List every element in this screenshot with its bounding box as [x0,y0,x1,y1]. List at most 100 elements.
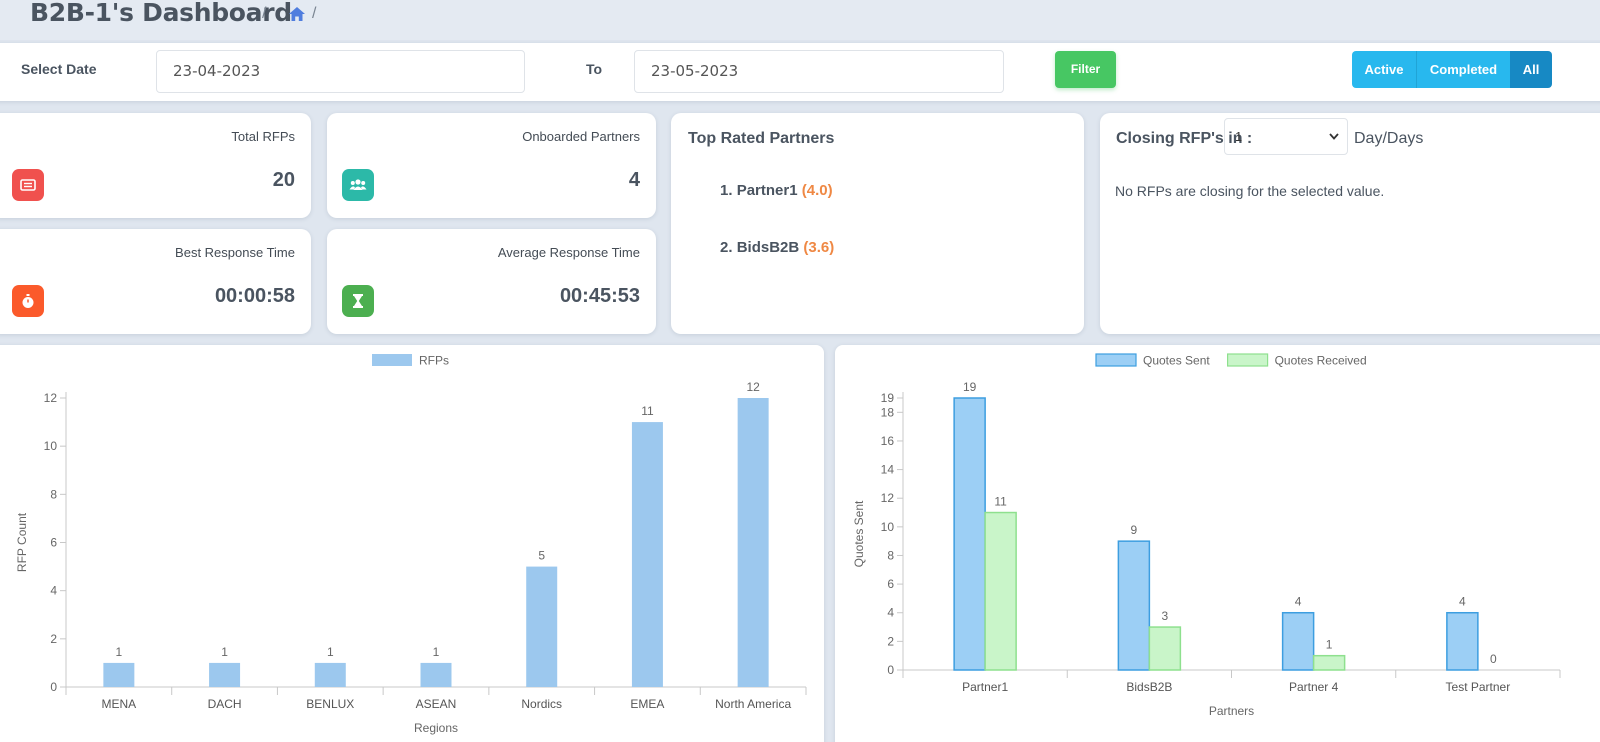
filter-button[interactable]: Filter [1055,51,1116,88]
data-label: 1 [116,645,123,659]
stat-title: Onboarded Partners [522,129,640,144]
y-tick-label: 2 [887,634,894,648]
page-title: B2B-1's Dashboard [30,0,292,27]
x-tick-label: Partner 4 [1289,680,1339,694]
onboarded-partners-card: Onboarded Partners 4 [327,113,656,218]
y-tick-label: 12 [881,491,895,505]
y-tick-label: 6 [887,577,894,591]
y-tick-label: 10 [44,439,58,453]
rfps-by-region-chart: 0 2 4 6 8 10 12 MENA DACH BENLUX ASEAN Nordics EMEA N… [15,354,807,735]
partner-row: 2. BidsB2B (3.6) [720,239,834,256]
rfps-by-region-card: 0 2 4 6 8 10 12 MENA DACH BENLUX ASEAN Nordics EMEA N… [0,345,824,742]
y-tick-label: 0 [50,680,57,694]
partner-rank: 1. [720,182,733,199]
closing-prefix: Closing RFP's in : [1116,130,1253,147]
legend-swatch [1227,353,1269,367]
x-tick-label: Partner1 [962,680,1008,694]
data-label: 1 [1326,638,1333,652]
legend-swatch [372,354,412,366]
breadcrumb-separator: / [262,5,267,22]
data-label: 11 [994,495,1007,509]
x-tick-label: BENLUX [306,697,354,711]
x-tick-label: Test Partner [1446,680,1511,694]
status-completed-button[interactable]: Completed [1416,51,1510,88]
data-label: 5 [538,549,545,563]
y-tick-label: 0 [887,663,894,677]
bar [209,662,241,687]
x-tick-label: ASEAN [416,697,457,711]
chevron-down-icon [1329,133,1339,140]
partner-rating: (3.6) [803,239,835,256]
y-tick-label: 16 [881,434,895,448]
bar [984,511,1017,671]
closing-suffix: Day/Days [1354,130,1424,147]
data-label: 1 [327,645,334,659]
x-tick-label: DACH [208,697,242,711]
bar [103,662,135,687]
breadcrumb-separator: / [312,5,317,22]
status-all-button[interactable]: All [1510,51,1552,88]
data-label: 4 [1459,595,1466,609]
closing-rfps-card: Closing RFP's in : 1 Day/Days No RFPs ar… [1100,113,1600,334]
partner-rating: (4.0) [801,182,833,199]
top-rated-title: Top Rated Partners [688,130,835,147]
bar [953,397,986,671]
x-axis-title: Partners [1209,704,1254,718]
data-label: 3 [1162,609,1169,623]
y-tick-label: 2 [50,632,57,646]
from-date-input[interactable]: 23-04-2023 [156,50,525,93]
partner-name: BidsB2B [736,239,800,256]
x-tick-label: Nordics [521,697,562,711]
partner-row: 1. Partner1 (4.0) [720,182,833,199]
legend-label: RFPs [419,354,449,368]
bar [1148,626,1182,671]
y-tick-label: 18 [881,405,895,419]
data-label: 1 [221,645,228,659]
quotes-by-partner-card: 0 2 4 6 8 10 12 14 16 18 19 Partner1 BidsB2B Partner … [835,345,1600,742]
bar [631,422,663,687]
top-rated-partners-card: Top Rated Partners 1. Partner1 (4.0) 2. … [671,113,1084,334]
x-axis-title: Regions [414,721,458,735]
bar [314,662,346,687]
hourglass-icon [342,285,374,317]
data-label: 4 [1295,595,1302,609]
to-label: To [586,61,603,77]
y-tick-label: 6 [50,536,57,550]
rfp-list-icon [12,169,44,201]
average-response-card: Average Response Time 00:45:53 [327,229,656,334]
y-tick-label: 4 [887,606,894,620]
select-date-label: Select Date [21,61,97,77]
stat-title: Best Response Time [175,245,295,260]
bar [737,398,769,687]
y-tick-label: 10 [881,520,895,534]
y-axis-title: Quotes Sent [852,500,866,567]
y-tick-label: 12 [44,391,58,405]
to-date-input[interactable]: 23-05-2023 [634,50,1004,93]
stat-value: 4 [628,169,640,191]
y-tick-label: 8 [887,548,894,562]
closing-days-value: 1 [1235,129,1243,144]
title-bar: B2B-1's Dashboard / / [0,0,1600,40]
data-label: 1 [433,645,440,659]
stat-value: 00:45:53 [559,285,640,307]
stat-title: Average Response Time [497,245,640,260]
bar [1446,611,1479,671]
stat-title: Total RFPs [231,129,295,144]
users-icon [342,169,374,201]
y-tick-label: 8 [50,487,57,501]
x-tick-label: EMEA [630,697,664,711]
bar [526,566,558,687]
data-label: 9 [1131,523,1138,537]
status-active-button[interactable]: Active [1352,51,1416,88]
y-axis-title: RFP Count [15,512,29,572]
home-icon[interactable] [289,7,305,21]
best-response-card: Best Response Time 00:00:58 [0,229,311,334]
total-rfps-card: Total RFPs 20 [0,113,311,218]
bar [1281,611,1315,671]
data-label: 19 [963,380,977,394]
closing-days-select[interactable]: 1 [1224,118,1348,155]
stopwatch-icon [12,285,44,317]
x-tick-label: North America [715,697,791,711]
bar [1312,654,1346,671]
